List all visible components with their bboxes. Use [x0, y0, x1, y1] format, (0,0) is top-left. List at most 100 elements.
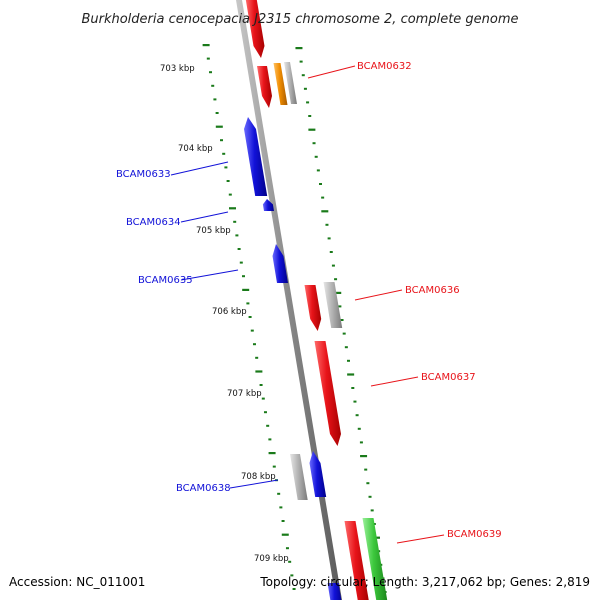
minor-tick: [342, 332, 346, 335]
minor-tick: [325, 223, 329, 226]
minor-tick: [285, 547, 289, 550]
gene-label-bcam0638[interactable]: BCAM0638: [176, 483, 231, 494]
gene-bcam0633-arrow[interactable]: [244, 117, 268, 196]
minor-tick: [250, 329, 254, 332]
minor-tick: [290, 574, 294, 577]
kbp-label-706: 706 kbp: [212, 307, 247, 317]
major-tick: [360, 455, 368, 458]
minor-tick: [331, 264, 335, 267]
minor-tick: [359, 441, 363, 444]
major-tick: [347, 373, 355, 376]
kbp-label-709: 709 kbp: [254, 554, 289, 564]
feature-red-top[interactable]: [245, 0, 265, 58]
minor-tick: [370, 509, 374, 512]
gene-bcam0638-arrow[interactable]: [309, 451, 327, 497]
gene-bcam0636-arrow[interactable]: [304, 285, 322, 331]
minor-tick: [338, 305, 342, 308]
minor-tick: [248, 316, 252, 318]
minor-tick: [355, 414, 359, 417]
minor-tick: [327, 237, 331, 240]
minor-tick: [255, 356, 259, 359]
minor-tick: [272, 465, 276, 468]
minor-tick: [263, 411, 267, 414]
accession-text: Accession: NC_011001: [9, 575, 145, 589]
minor-tick: [366, 482, 370, 485]
major-tick: [334, 291, 342, 294]
minor-tick: [364, 468, 368, 471]
minor-tick: [233, 220, 237, 223]
major-tick: [281, 533, 289, 536]
minor-tick: [215, 112, 219, 114]
minor-tick: [235, 234, 239, 237]
gene-bcam0635-arrow[interactable]: [272, 244, 289, 283]
feature-green[interactable]: [362, 518, 388, 600]
minor-tick: [308, 115, 312, 117]
minor-tick: [224, 166, 228, 169]
minor-tick: [329, 251, 333, 253]
minor-tick: [301, 74, 305, 77]
feature-gray-3[interactable]: [290, 454, 308, 500]
gene-bcam0632-arrow[interactable]: [257, 66, 272, 108]
minor-tick: [279, 506, 283, 509]
minor-tick: [351, 387, 355, 389]
label-leader-lines: [170, 65, 445, 544]
kbp-label-705: 705 kbp: [196, 226, 231, 236]
major-tick: [228, 207, 236, 210]
gene-label-bcam0632[interactable]: BCAM0632: [357, 61, 412, 72]
feature-orange[interactable]: [273, 63, 288, 105]
kbp-label-708: 708 kbp: [241, 472, 276, 482]
minor-tick: [209, 71, 213, 74]
minor-tick: [226, 180, 230, 182]
minor-tick: [268, 438, 272, 441]
minor-tick: [316, 169, 320, 172]
leader-line: [180, 211, 229, 223]
gene-label-bcam0636[interactable]: BCAM0636: [405, 285, 460, 296]
gene-label-bcam0637[interactable]: BCAM0637: [421, 372, 476, 383]
kbp-label-707: 707 kbp: [227, 389, 262, 399]
gene-label-bcam0635[interactable]: BCAM0635: [138, 275, 193, 286]
minor-tick: [321, 196, 325, 199]
outer-tick-track: [295, 47, 387, 593]
major-tick: [268, 452, 276, 455]
minor-tick: [246, 302, 250, 305]
minor-tick: [306, 101, 310, 104]
minor-tick: [340, 319, 344, 321]
minor-tick: [312, 142, 316, 145]
minor-tick: [281, 520, 285, 522]
minor-tick: [368, 495, 372, 498]
minor-tick: [346, 359, 350, 362]
chromosome-backbone: [236, 0, 342, 600]
leader-line: [180, 269, 239, 281]
leader-line: [307, 65, 356, 79]
minor-tick: [222, 152, 226, 155]
gene-bcam0639-arrow[interactable]: [344, 521, 369, 600]
leader-line: [396, 534, 445, 544]
minor-tick: [299, 60, 303, 63]
kbp-label-704: 704 kbp: [178, 144, 213, 154]
major-tick: [308, 128, 316, 131]
feature-gray-2[interactable]: [323, 282, 343, 328]
feature-gray-1[interactable]: [284, 62, 297, 104]
major-tick: [321, 210, 329, 213]
gene-bcam0637-arrow[interactable]: [314, 341, 342, 446]
major-tick: [295, 47, 303, 50]
leader-line: [354, 289, 403, 301]
minor-tick: [314, 155, 318, 158]
minor-tick: [213, 98, 217, 101]
genome-summary-text: Topology: circular; Length: 3,217,062 bp…: [259, 575, 590, 589]
minor-tick: [252, 343, 256, 346]
major-tick: [202, 44, 210, 47]
minor-tick: [259, 384, 263, 386]
gene-label-bcam0634[interactable]: BCAM0634: [126, 217, 181, 228]
minor-tick: [288, 560, 292, 563]
gene-bcam0634-arrow[interactable]: [262, 199, 274, 211]
gene-labels: BCAM0632 BCAM0633 BCAM0634 BCAM0635 BCAM…: [116, 61, 502, 540]
minor-tick: [303, 87, 307, 90]
gene-label-bcam0639[interactable]: BCAM0639: [447, 529, 502, 540]
major-tick: [242, 288, 250, 291]
minor-tick: [237, 248, 241, 250]
gene-label-bcam0633[interactable]: BCAM0633: [116, 169, 171, 180]
minor-tick: [357, 427, 361, 430]
feature-blue-bottom[interactable]: [327, 583, 344, 600]
